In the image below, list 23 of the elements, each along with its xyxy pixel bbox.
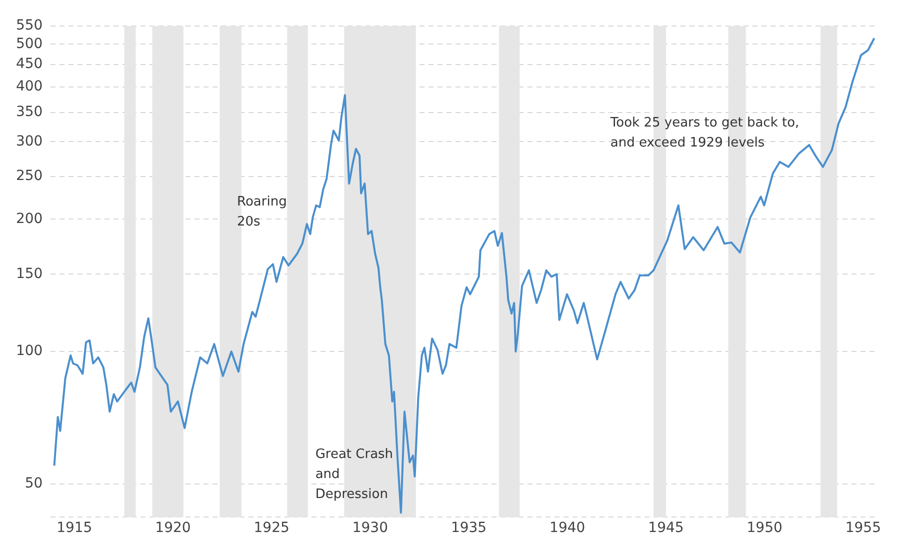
y-tick-label: 450 xyxy=(16,56,43,72)
x-tick-label: 1935 xyxy=(450,520,487,536)
x-tick-label: 1925 xyxy=(254,520,290,536)
y-tick-label: 50 xyxy=(24,476,43,492)
x-tick-label: 1930 xyxy=(352,520,388,536)
y-tick-label: 250 xyxy=(16,168,43,184)
y-tick-label: 150 xyxy=(16,266,43,282)
y-tick-label: 500 xyxy=(16,36,43,52)
x-tick-label: 1915 xyxy=(56,520,92,536)
y-tick-label: 200 xyxy=(16,210,43,227)
annotation: Great Crash and Depression xyxy=(315,447,394,502)
y-tick-label: 100 xyxy=(16,343,43,360)
y-tick-label: 300 xyxy=(16,133,43,150)
annotation: Roaring 20s xyxy=(237,194,287,230)
annotation: Took 25 years to get back to, and exceed 1929 levels xyxy=(609,116,800,151)
x-tick-label: 1955 xyxy=(845,520,881,536)
x-tick-label: 1950 xyxy=(746,520,782,536)
y-tick-label: 400 xyxy=(16,78,43,94)
x-tick-label: 1945 xyxy=(648,520,684,536)
y-tick-label: 350 xyxy=(16,104,43,120)
x-tick-label: 1940 xyxy=(550,520,586,536)
x-tick-label: 1920 xyxy=(155,520,191,536)
y-tick-label: 550 xyxy=(16,18,43,34)
